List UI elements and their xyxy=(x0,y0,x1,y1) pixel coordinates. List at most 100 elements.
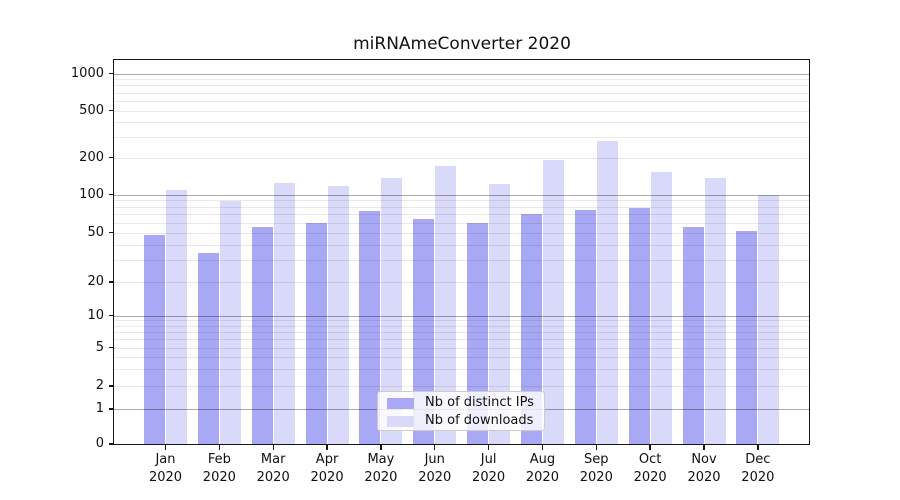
x-tick-month: Aug xyxy=(529,452,556,467)
x-tick-mark-sep xyxy=(595,445,597,450)
bar-distinct-ips-mar xyxy=(251,227,273,444)
y-tick-label-500: 500 xyxy=(79,102,104,118)
y-tick-label-5: 5 xyxy=(95,339,104,355)
y-tick-mark-1000 xyxy=(109,72,114,75)
gridline-30 xyxy=(114,260,810,262)
x-tick-label-aug: Aug 2020 xyxy=(510,451,574,486)
gridline-7 xyxy=(114,331,810,333)
bar-downloads-nov xyxy=(704,178,726,444)
gridline-8 xyxy=(114,325,810,327)
x-tick-mark-jun xyxy=(434,445,436,450)
bar-downloads-feb xyxy=(219,200,241,444)
bar-downloads-mar xyxy=(273,182,295,444)
x-tick-year: 2020 xyxy=(472,469,506,485)
gridline-300 xyxy=(114,136,810,138)
x-tick-year: 2020 xyxy=(418,469,452,485)
x-tick-label-apr: Apr 2020 xyxy=(295,451,359,486)
x-tick-label-oct: Oct 2020 xyxy=(618,451,682,486)
legend-label-downloads: Nb of downloads xyxy=(425,413,534,428)
bar-downloads-may xyxy=(381,178,403,444)
gridline-400 xyxy=(114,121,810,123)
x-tick-label-nov: Nov 2020 xyxy=(672,451,736,486)
x-tick-month: Nov xyxy=(691,452,717,467)
bar-downloads-jun xyxy=(435,166,457,444)
x-tick-mark-jul xyxy=(487,445,490,450)
legend-row-distinct-ips: Nb of distinct IPs xyxy=(378,394,544,412)
x-tick-mark-nov xyxy=(703,445,705,450)
y-tick-mark-20 xyxy=(109,281,114,283)
bar-distinct-ips-dec xyxy=(736,231,758,444)
gridline-1000 xyxy=(114,73,810,75)
gridline-10 xyxy=(114,315,810,317)
gridline-3 xyxy=(114,368,810,370)
x-tick-month: Oct xyxy=(638,452,662,467)
bar-distinct-ips-oct xyxy=(628,208,650,444)
x-tick-month: Mar xyxy=(260,452,286,467)
x-tick-label-dec: Dec 2020 xyxy=(726,451,790,486)
gridline-700 xyxy=(114,92,810,94)
x-tick-year: 2020 xyxy=(579,469,613,485)
gridline-6 xyxy=(114,339,810,341)
plot-area: Nb of distinct IPs Nb of downloads xyxy=(114,60,810,444)
gridline-2 xyxy=(114,386,810,387)
gridline-40 xyxy=(114,244,810,246)
bar-distinct-ips-jun xyxy=(413,218,435,444)
bar-downloads-oct xyxy=(650,172,672,444)
x-tick-month: Sep xyxy=(584,452,609,467)
bar-distinct-ips-may xyxy=(359,211,381,444)
x-tick-label-sep: Sep 2020 xyxy=(564,451,628,486)
x-tick-mark-aug xyxy=(541,445,544,450)
gridline-5 xyxy=(114,347,810,349)
x-tick-mark-apr xyxy=(326,445,328,450)
x-tick-year: 2020 xyxy=(525,469,559,485)
gridline-600 xyxy=(114,100,810,102)
bar-distinct-ips-feb xyxy=(197,253,219,444)
y-tick-label-1: 1 xyxy=(95,401,104,416)
legend-swatch-distinct-ips xyxy=(387,398,414,409)
x-tick-month: Apr xyxy=(315,452,339,467)
y-tick-label-20: 20 xyxy=(87,274,104,289)
y-tick-label-10: 10 xyxy=(87,307,104,323)
x-tick-year: 2020 xyxy=(741,469,775,485)
legend: Nb of distinct IPs Nb of downloads xyxy=(377,391,545,431)
x-tick-year: 2020 xyxy=(256,469,290,485)
x-tick-mark-may xyxy=(380,445,382,450)
y-tick-mark-1 xyxy=(109,408,114,410)
y-tick-label-50: 50 xyxy=(87,224,104,240)
y-tick-label-200: 200 xyxy=(79,149,104,165)
y-tick-mark-200 xyxy=(109,156,114,159)
x-tick-label-mar: Mar 2020 xyxy=(241,451,305,486)
x-tick-label-jan: Jan 2020 xyxy=(134,451,198,486)
bar-downloads-jan xyxy=(166,190,187,444)
y-tick-label-100: 100 xyxy=(79,186,104,202)
y-tick-mark-0 xyxy=(109,443,114,445)
gridline-4 xyxy=(114,356,810,358)
bar-downloads-apr xyxy=(327,186,349,444)
x-tick-mark-jan xyxy=(164,445,167,450)
x-tick-year: 2020 xyxy=(148,469,183,485)
gridline-100 xyxy=(114,194,810,196)
x-tick-year: 2020 xyxy=(202,469,236,485)
legend-swatch-downloads xyxy=(387,416,414,427)
x-tick-month: Jan xyxy=(155,452,176,467)
bar-downloads-sep xyxy=(596,140,618,444)
gridline-50 xyxy=(114,232,810,234)
gridline-60 xyxy=(114,222,810,224)
bar-downloads-aug xyxy=(542,160,564,444)
y-tick-mark-100 xyxy=(109,193,114,196)
x-tick-label-feb: Feb 2020 xyxy=(187,451,251,486)
x-tick-month: Dec xyxy=(745,452,771,467)
x-tick-year: 2020 xyxy=(310,469,344,485)
legend-row-downloads: Nb of downloads xyxy=(378,412,544,430)
gridline-9 xyxy=(114,320,810,322)
bar-downloads-dec xyxy=(758,194,780,444)
x-tick-mark-oct xyxy=(649,445,651,450)
x-tick-year: 2020 xyxy=(364,469,398,485)
bar-distinct-ips-jul xyxy=(467,222,489,444)
x-tick-year: 2020 xyxy=(633,469,667,485)
x-tick-label-may: May 2020 xyxy=(349,451,413,486)
x-tick-year: 2020 xyxy=(687,469,721,485)
x-tick-label-jun: Jun 2020 xyxy=(403,451,467,486)
x-tick-label-jul: Jul 2020 xyxy=(457,451,521,486)
